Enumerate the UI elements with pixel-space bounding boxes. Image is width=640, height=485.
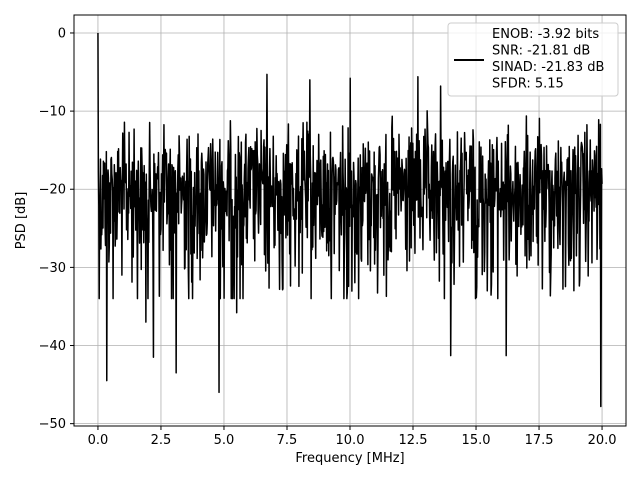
y-tick-label: −40 [39,339,66,354]
x-tick-label: 7.5 [277,433,298,448]
y-tick-label: −20 [39,183,66,198]
legend-sfdr: SFDR: 5.15 [492,77,564,92]
legend: ENOB: -3.92 bits SNR: -21.81 dB SINAD: -… [447,22,619,97]
x-tick-label: 17.5 [525,433,554,448]
ticks: 0.0 2.5 5.0 7.5 10.0 12.5 15.0 17.5 20.0 0 −10 −20 −… [39,26,617,448]
y-axis-label: PSD [dB] [14,192,29,250]
legend-sinad: SINAD: -21.83 dB [492,60,604,75]
x-tick-label: 2.5 [151,433,172,448]
y-tick-label: −10 [39,105,66,120]
y-tick-label: −50 [39,417,66,432]
x-tick-label: 15.0 [462,433,491,448]
legend-box [447,22,619,97]
x-tick-label: 20.0 [588,433,617,448]
x-tick-label: 0.0 [88,433,109,448]
x-tick-label: 5.0 [214,433,235,448]
legend-snr: SNR: -21.81 dB [492,44,590,59]
x-tick-label: 10.0 [336,433,365,448]
y-tick-label: 0 [58,26,66,41]
x-axis-label: Frequency [MHz] [295,451,404,466]
plot-series [97,32,603,408]
y-tick-label: −30 [39,261,66,276]
x-tick-label: 12.5 [399,433,428,448]
legend-enob: ENOB: -3.92 bits [492,27,599,42]
psd-series-line [97,32,603,408]
